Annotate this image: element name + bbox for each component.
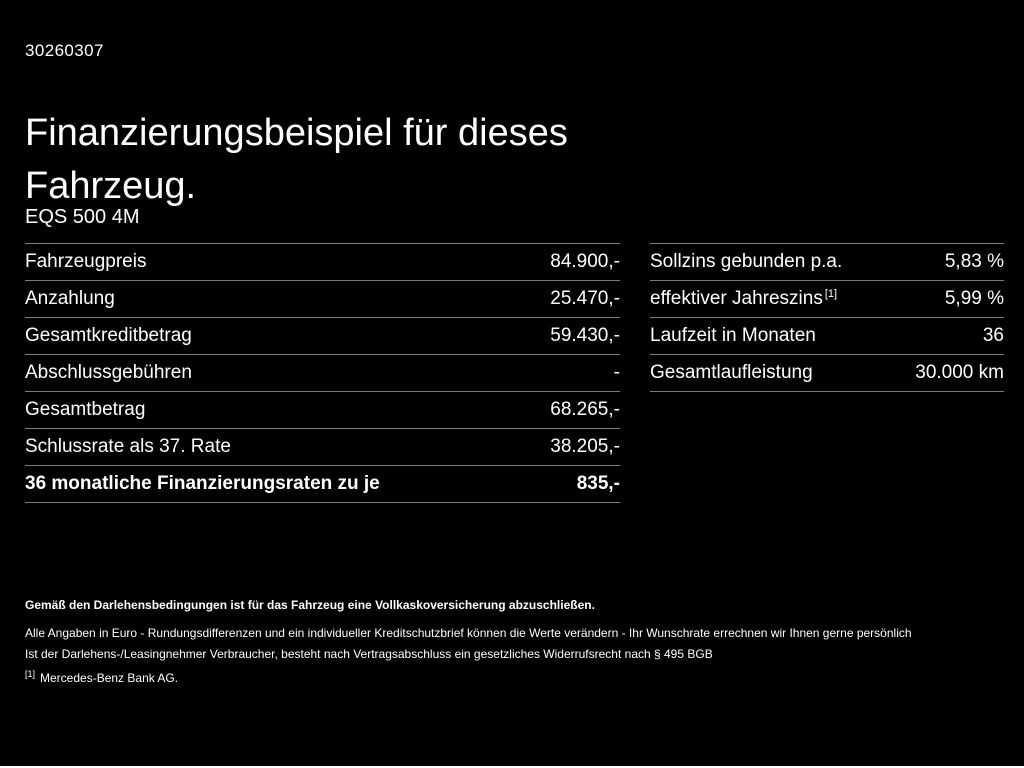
legal-note-insurance: Gemäß den Darlehensbedingungen ist für d…: [25, 598, 595, 612]
bottom-edge-line: [0, 766, 1024, 768]
row-label: Fahrzeugpreis: [25, 251, 147, 272]
row-label: Anzahlung: [25, 288, 115, 309]
row-value: 38.205,-: [550, 436, 620, 457]
table-row: Anzahlung 25.470,-: [25, 280, 620, 317]
row-value: -: [613, 362, 620, 383]
row-value: 25.470,-: [550, 288, 620, 309]
conditions-table: Sollzins gebunden p.a. 5,83 % effektiver…: [650, 243, 1004, 392]
row-label: Gesamtbetrag: [25, 399, 146, 420]
row-value: 5,83 %: [944, 251, 1004, 272]
row-label: Abschlussgebühren: [25, 362, 192, 383]
offer-id-number: 30260307: [25, 41, 104, 60]
row-label-text: effektiver Jahreszins: [650, 288, 823, 309]
table-row: Gesamtlaufleistung 30.000 km: [650, 354, 1004, 391]
row-value: 30.000 km: [915, 362, 1004, 383]
table-row: Gesamtkreditbetrag 59.430,-: [25, 317, 620, 354]
row-label: effektiver Jahreszins [1]: [650, 288, 837, 310]
row-value: 59.430,-: [550, 325, 620, 346]
row-label: Gesamtkreditbetrag: [25, 325, 192, 346]
row-label: Gesamtlaufleistung: [650, 362, 813, 383]
page-title: Finanzierungsbeispiel für dieses Fahrzeu…: [25, 112, 568, 208]
financing-table: Fahrzeugpreis 84.900,- Anzahlung 25.470,…: [25, 243, 620, 503]
table-row: Abschlussgebühren -: [25, 354, 620, 391]
row-value: 835,-: [576, 473, 620, 494]
table-row: Laufzeit in Monaten 36: [650, 317, 1004, 354]
row-value: 84.900,-: [550, 251, 620, 272]
table-row: effektiver Jahreszins [1] 5,99 %: [650, 280, 1004, 317]
legal-note-withdrawal: Ist der Darlehens-/Leasingnehmer Verbrau…: [25, 647, 713, 661]
footnote-text: Mercedes-Benz Bank AG.: [40, 671, 179, 685]
row-label: Laufzeit in Monaten: [650, 325, 816, 346]
table-row: Gesamtbetrag 68.265,-: [25, 391, 620, 428]
row-value: 5,99 %: [944, 288, 1004, 309]
table-row: Fahrzeugpreis 84.900,-: [25, 243, 620, 280]
row-value: 36: [982, 325, 1004, 346]
vehicle-model-label: EQS 500 4M: [25, 206, 140, 228]
table-row: Sollzins gebunden p.a. 5,83 %: [650, 243, 1004, 280]
row-label: Schlussrate als 37. Rate: [25, 436, 231, 457]
row-label: Sollzins gebunden p.a.: [650, 251, 843, 272]
table-row-monthly-rate: 36 monatliche Finanzierungsraten zu je 8…: [25, 465, 620, 502]
footnote-bank: [1] Mercedes-Benz Bank AG.: [25, 669, 179, 686]
table-row: Schlussrate als 37. Rate 38.205,-: [25, 428, 620, 465]
row-label: 36 monatliche Finanzierungsraten zu je: [25, 473, 380, 494]
legal-note-values: Alle Angaben in Euro - Rundungsdifferenz…: [25, 626, 912, 640]
footnote-reference: [1]: [824, 287, 838, 300]
footnote-marker: [1]: [25, 669, 36, 679]
row-value: 68.265,-: [550, 399, 620, 420]
